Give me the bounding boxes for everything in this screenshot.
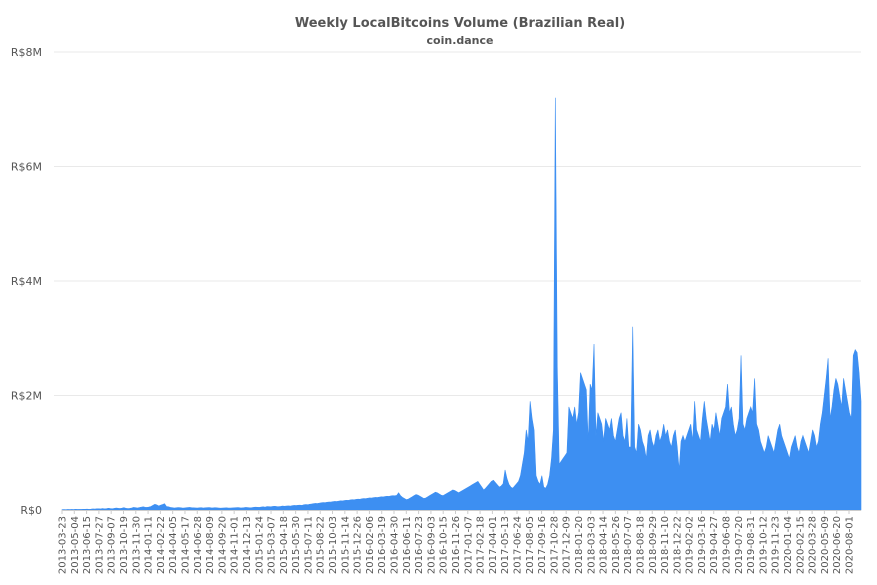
x-tick-label: 2013-10-19 bbox=[119, 516, 130, 574]
x-tick-label: 2018-05-26 bbox=[611, 516, 622, 574]
x-tick-label: 2015-07-11 bbox=[303, 516, 314, 574]
x-tick-label: 2015-11-14 bbox=[340, 516, 351, 574]
x-tick-label: 2019-03-16 bbox=[697, 516, 708, 574]
x-tick-label: 2015-04-18 bbox=[279, 516, 290, 574]
x-tick-label: 2015-10-03 bbox=[328, 516, 339, 574]
area-series bbox=[61, 97, 862, 511]
x-tick-label: 2016-06-11 bbox=[402, 516, 413, 574]
x-tick-label: 2013-03-23 bbox=[58, 516, 69, 574]
x-tick-label: 2017-12-09 bbox=[562, 516, 573, 574]
x-tick-label: 2014-06-28 bbox=[193, 516, 204, 574]
x-tick-label: 2016-03-19 bbox=[377, 516, 388, 574]
x-tick-label: 2016-07-23 bbox=[414, 516, 425, 574]
x-tick-label: 2013-06-15 bbox=[82, 516, 93, 574]
x-tick-label: 2017-02-18 bbox=[476, 516, 487, 574]
grid-lines bbox=[54, 51, 861, 396]
x-tick-label: 2014-12-13 bbox=[242, 516, 253, 574]
x-tick-label: 2015-03-07 bbox=[267, 516, 278, 574]
x-tick-label: 2017-09-16 bbox=[537, 516, 548, 574]
x-tick-label: 2019-06-08 bbox=[722, 516, 733, 574]
x-tick-label: 2018-07-07 bbox=[623, 516, 634, 574]
x-tick-label: 2017-10-28 bbox=[549, 516, 560, 574]
x-tick-label: 2017-06-24 bbox=[512, 516, 523, 574]
x-tick-label: 2018-03-03 bbox=[586, 516, 597, 574]
x-tick-label: 2016-02-06 bbox=[365, 516, 376, 574]
x-tick-label: 2020-03-28 bbox=[808, 516, 819, 574]
y-tick-label: R$4M bbox=[11, 275, 42, 288]
x-tick-label: 2020-06-20 bbox=[832, 516, 843, 574]
x-tick-label: 2016-09-03 bbox=[426, 516, 437, 574]
x-tick-label: 2014-05-17 bbox=[180, 516, 191, 574]
x-tick-label: 2018-01-20 bbox=[574, 516, 585, 574]
x-tick-label: 2019-08-31 bbox=[746, 516, 757, 574]
y-tick-label: R$6M bbox=[11, 161, 42, 174]
x-tick-label: 2018-04-14 bbox=[599, 516, 610, 574]
x-tick-label: 2014-09-20 bbox=[217, 516, 228, 574]
x-axis-ticks: 2013-03-23 2013-05-04 2013-06-15 2013-07-27… bbox=[58, 510, 856, 574]
y-axis-ticks: R$0 R$2M R$4M R$6M R$8M bbox=[11, 46, 42, 517]
x-tick-label: 2015-08-22 bbox=[316, 516, 327, 574]
x-tick-label: 2014-01-11 bbox=[144, 516, 155, 574]
x-tick-label: 2019-10-12 bbox=[758, 516, 769, 574]
x-tick-label: 2019-07-20 bbox=[734, 516, 745, 574]
y-tick-label: R$8M bbox=[11, 46, 42, 59]
x-tick-label: 2013-05-04 bbox=[70, 516, 81, 574]
x-tick-label: 2014-11-01 bbox=[230, 516, 241, 574]
chart-title: Weekly LocalBitcoins Volume (Brazilian R… bbox=[295, 16, 625, 31]
x-tick-label: 2017-05-13 bbox=[500, 516, 511, 574]
x-tick-label: 2015-05-30 bbox=[291, 516, 302, 574]
x-tick-label: 2017-08-05 bbox=[525, 516, 536, 574]
x-tick-label: 2019-02-02 bbox=[685, 516, 696, 574]
x-tick-label: 2013-09-07 bbox=[107, 516, 118, 574]
x-tick-label: 2016-04-30 bbox=[390, 516, 401, 574]
x-tick-label: 2018-08-18 bbox=[635, 516, 646, 574]
x-tick-label: 2018-11-10 bbox=[660, 516, 671, 574]
x-tick-label: 2020-05-09 bbox=[820, 516, 831, 574]
x-tick-label: 2015-12-26 bbox=[353, 516, 364, 574]
x-tick-label: 2018-12-22 bbox=[672, 516, 683, 574]
x-tick-label: 2019-04-27 bbox=[709, 516, 720, 574]
series-area bbox=[61, 97, 862, 511]
x-tick-label: 2017-01-07 bbox=[463, 516, 474, 574]
x-tick-label: 2020-02-15 bbox=[795, 516, 806, 574]
y-tick-label: R$0 bbox=[20, 504, 42, 517]
y-tick-label: R$2M bbox=[11, 390, 42, 403]
x-tick-label: 2016-10-15 bbox=[439, 516, 450, 574]
x-tick-label: 2020-08-01 bbox=[845, 516, 856, 574]
x-tick-label: 2019-11-23 bbox=[771, 516, 782, 574]
x-tick-label: 2017-04-01 bbox=[488, 516, 499, 574]
x-tick-label: 2014-08-09 bbox=[205, 516, 216, 574]
x-tick-label: 2018-09-29 bbox=[648, 516, 659, 574]
x-tick-label: 2013-07-27 bbox=[94, 516, 105, 574]
x-tick-label: 2014-04-05 bbox=[168, 516, 179, 574]
x-tick-label: 2016-11-26 bbox=[451, 516, 462, 574]
chart-subtitle: coin.dance bbox=[427, 34, 494, 47]
x-tick-label: 2015-01-24 bbox=[254, 516, 265, 574]
x-tick-label: 2014-02-22 bbox=[156, 516, 167, 574]
x-tick-label: 2020-01-04 bbox=[783, 516, 794, 574]
x-tick-label: 2013-11-30 bbox=[131, 516, 142, 574]
